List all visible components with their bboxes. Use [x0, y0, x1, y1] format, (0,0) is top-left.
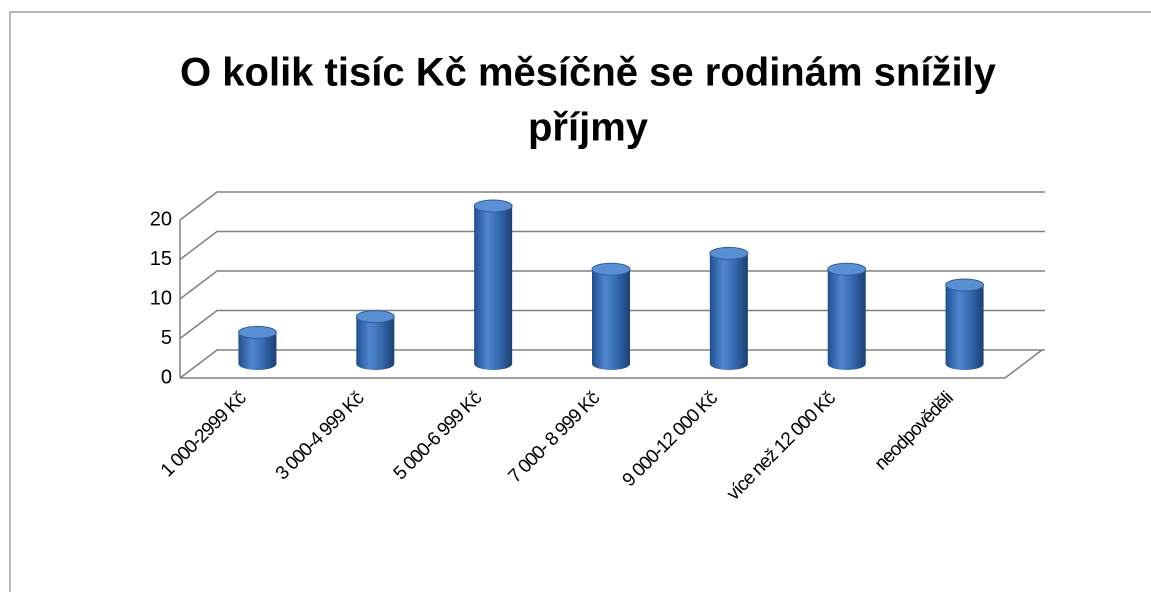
bar	[709, 246, 749, 370]
bar	[237, 325, 277, 370]
bar-body	[709, 253, 748, 370]
bar-body	[238, 332, 277, 370]
bar-top	[945, 278, 985, 292]
grid-line	[179, 349, 1045, 379]
y-tick-label: 10	[150, 287, 172, 309]
bar-body	[356, 316, 395, 370]
grid-line	[179, 270, 1045, 300]
grid-line	[179, 191, 1045, 221]
bar-body	[474, 206, 513, 371]
bar-top	[473, 199, 513, 213]
y-tick-label: 20	[150, 208, 172, 230]
bar	[945, 278, 985, 370]
floor	[180, 349, 1043, 379]
chart-title: příjmy	[528, 106, 649, 150]
grid-line	[179, 230, 1045, 261]
bar-body	[592, 269, 630, 370]
grid-line	[179, 309, 1045, 340]
bar	[355, 310, 395, 370]
chart-title: O kolik tisíc Kč měsíčně se rodinám sníž…	[180, 51, 997, 95]
bar-top	[591, 262, 631, 276]
bar	[827, 262, 867, 370]
bar-top	[709, 246, 749, 260]
bar	[591, 262, 631, 370]
y-tick-label: 15	[150, 248, 172, 270]
bar-top	[237, 325, 277, 339]
y-tick-label: 5	[161, 327, 172, 349]
bar	[473, 199, 513, 371]
bar-top	[355, 310, 395, 324]
bar-top	[827, 262, 867, 276]
bar-body	[827, 269, 866, 370]
y-tick-label: 0	[161, 366, 172, 388]
bar-body	[945, 285, 984, 370]
